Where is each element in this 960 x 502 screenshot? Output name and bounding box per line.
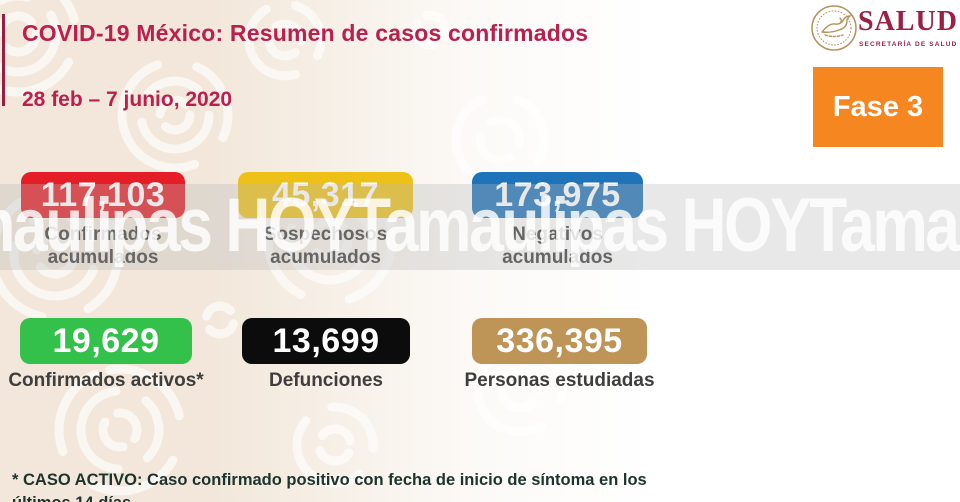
stat-label-negativos-acumulados: Negativos acumulados [502,224,613,268]
footnote-line-1: * CASO ACTIVO: Caso confirmado positivo … [12,471,647,489]
stat-value-personas-estudiadas: 336,395 [472,318,647,364]
phase-badge: Fase 3 [813,67,943,147]
footnote-line-2: últimos 14 días. [12,492,672,502]
stat-label-defunciones: Defunciones [268,370,384,391]
stat-value-sospechosos-acumulados: 45,317 [238,172,413,218]
footnote: * CASO ACTIVO: Caso confirmado positivo … [12,469,672,502]
watermark-band: maulipas HOYTamaulipas HOYTamaulipas [0,184,960,270]
stat-value-confirmados-acumulados: 117,103 [21,172,185,218]
stat-label-confirmados-acumulados: Confirmados acumulados [44,224,162,268]
stat-label-personas-estudiadas: Personas estudiadas [464,370,655,391]
left-accent-line [2,14,5,106]
stat-label-confirmados-activos: Confirmados activos* [8,370,204,391]
stat-value-negativos-acumulados: 173,975 [472,172,643,218]
date-range: 28 feb – 7 junio, 2020 [22,88,233,111]
stat-label-sospechosos-acumulados: Sospechosos acumulados [263,224,388,268]
stat-value-defunciones: 13,699 [242,318,410,364]
stat-value-confirmados-activos: 19,629 [20,318,192,364]
salud-logo-text: SALUD [858,6,958,37]
hoytamaulipas-watermark: maulipas HOYTamaulipas HOYTamaulipas [0,184,960,268]
page-title: COVID-19 México: Resumen de casos confir… [22,20,589,46]
mexico-eagle-seal-icon [811,5,857,51]
salud-logo-subtitle: SECRETARÍA DE SALUD [859,41,958,48]
